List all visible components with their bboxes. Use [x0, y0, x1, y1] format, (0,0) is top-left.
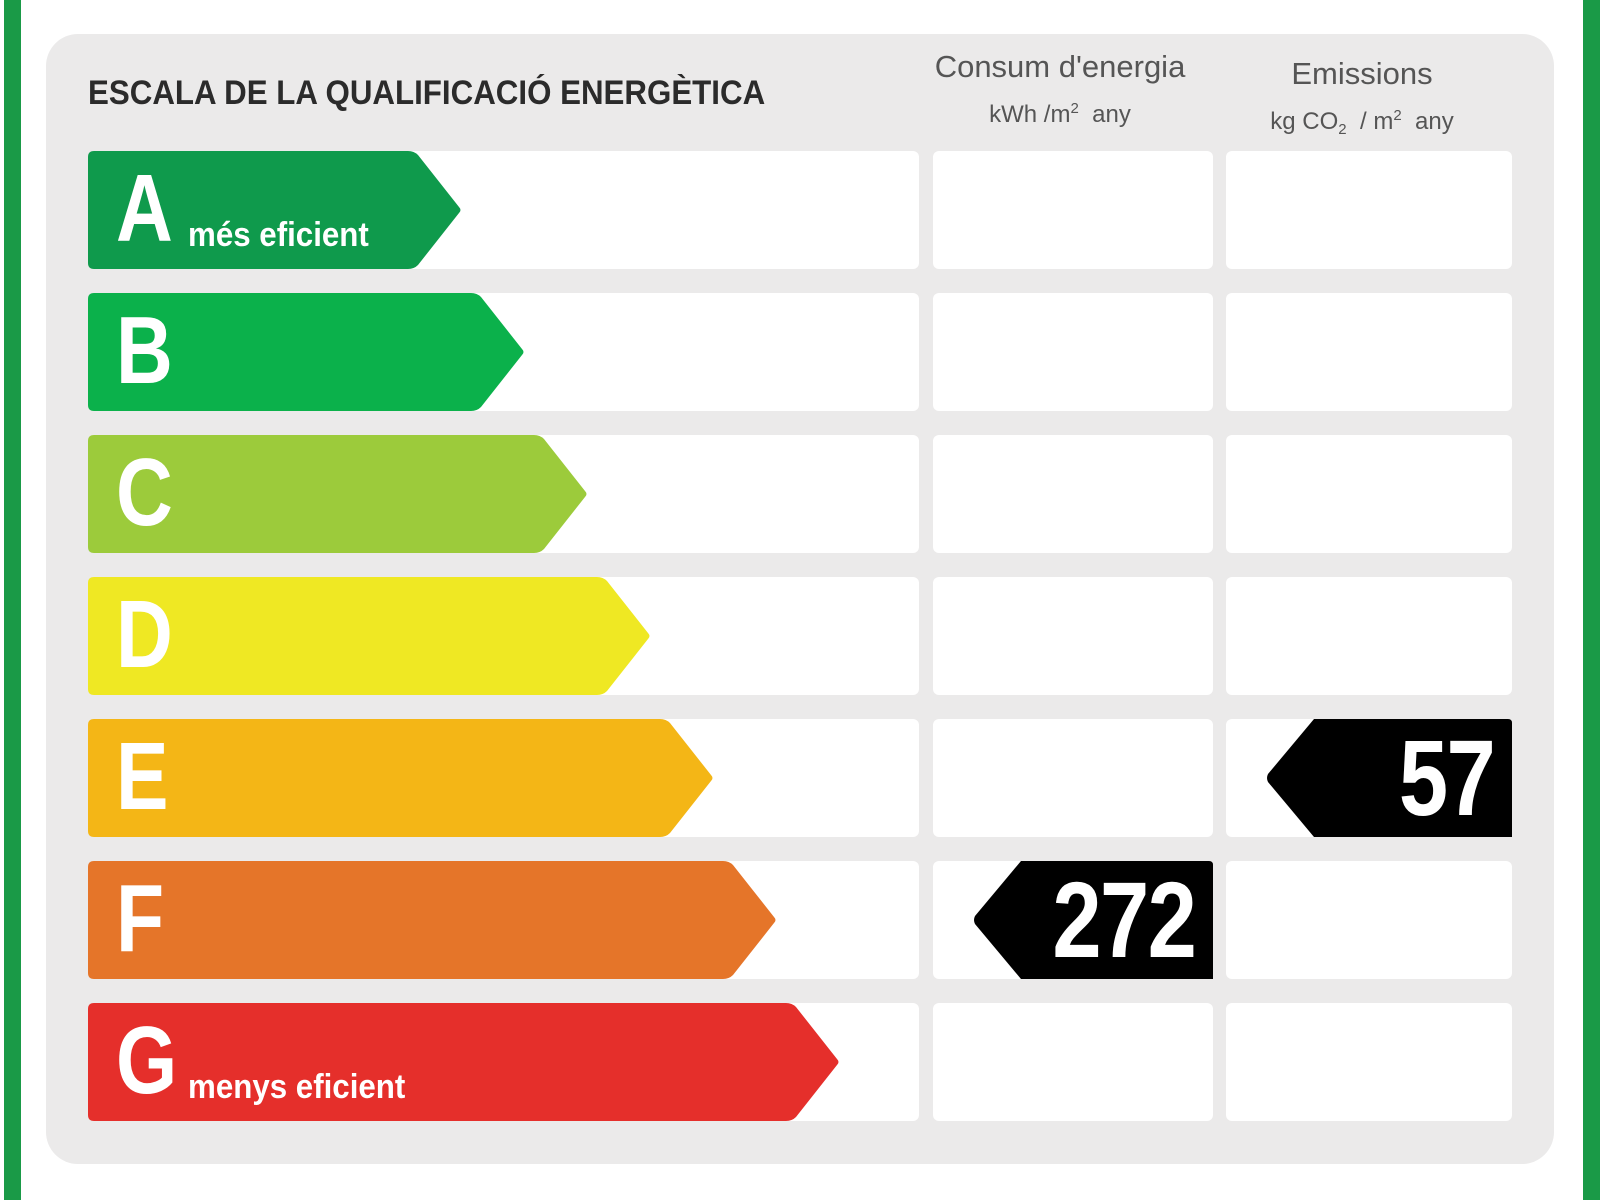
rating-arrow-shape-d: [88, 577, 650, 695]
rating-arrow-shape-g: [88, 1003, 839, 1121]
rating-letter-f: F: [116, 865, 165, 972]
energy-cell-g: [933, 1003, 1213, 1121]
energy-cell-c: [933, 435, 1213, 553]
emissions-cell-g: [1226, 1003, 1512, 1121]
emissions-rating-badge: 57: [1266, 719, 1512, 837]
rating-arrow-e: E: [88, 719, 714, 837]
rating-letter-d: D: [116, 581, 173, 688]
emissions-column-title: Emissions: [1291, 56, 1433, 91]
energy-cell-e: [933, 719, 1213, 837]
rating-arrow-b: B: [88, 293, 525, 411]
emissions-cell-f: [1226, 861, 1512, 979]
emissions-rating-badge-shape: [1267, 719, 1512, 837]
rating-letter-b: B: [116, 297, 173, 404]
emissions-column-header: Emissions kg CO2 / m2 any: [1222, 55, 1502, 145]
rating-arrow-f: F: [88, 861, 777, 979]
energy-column-unit: kWh /m2 any: [989, 100, 1131, 128]
energy-cell-d: [933, 577, 1213, 695]
emissions-cell-a: [1226, 151, 1512, 269]
rating-arrow-shape-c: [88, 435, 587, 553]
rating-arrow-shape-e: [88, 719, 713, 837]
energy-column-header: Consum d'energia kWh /m2 any: [930, 48, 1190, 130]
rating-letter-g: G: [116, 1007, 178, 1114]
energy-cell-b: [933, 293, 1213, 411]
energy-rating-badge: 272: [973, 861, 1213, 979]
rating-arrow-shape-b: [88, 293, 524, 411]
emissions-cell-c: [1226, 435, 1512, 553]
emissions-column-unit: kg CO2 / m2 any: [1270, 107, 1454, 138]
scale-title: ESCALA DE LA QUALIFICACIÓ ENERGÈTICA: [88, 74, 766, 112]
rating-arrow-shape-a: [88, 151, 461, 269]
energy-cell-a: [933, 151, 1213, 269]
frame-right-border: [1583, 0, 1600, 1200]
rating-arrow-d: D: [88, 577, 651, 695]
rating-label-g: menys eficient: [188, 1068, 406, 1106]
rating-letter-c: C: [116, 439, 173, 546]
energy-rating-badge-value: 272: [1052, 859, 1196, 980]
rating-arrow-c: C: [88, 435, 588, 553]
rating-letter-a: A: [116, 155, 173, 262]
energy-rating-badge-shape: [974, 861, 1213, 979]
emissions-cell-b: [1226, 293, 1512, 411]
energy-column-title: Consum d'energia: [934, 49, 1186, 84]
rating-label-a: més eficient: [188, 216, 369, 254]
rating-arrow-shape-f: [88, 861, 776, 979]
rating-letter-e: E: [116, 723, 169, 830]
emissions-rating-badge-value: 57: [1398, 717, 1496, 838]
emissions-cell-d: [1226, 577, 1512, 695]
frame-left-border: [4, 0, 21, 1200]
